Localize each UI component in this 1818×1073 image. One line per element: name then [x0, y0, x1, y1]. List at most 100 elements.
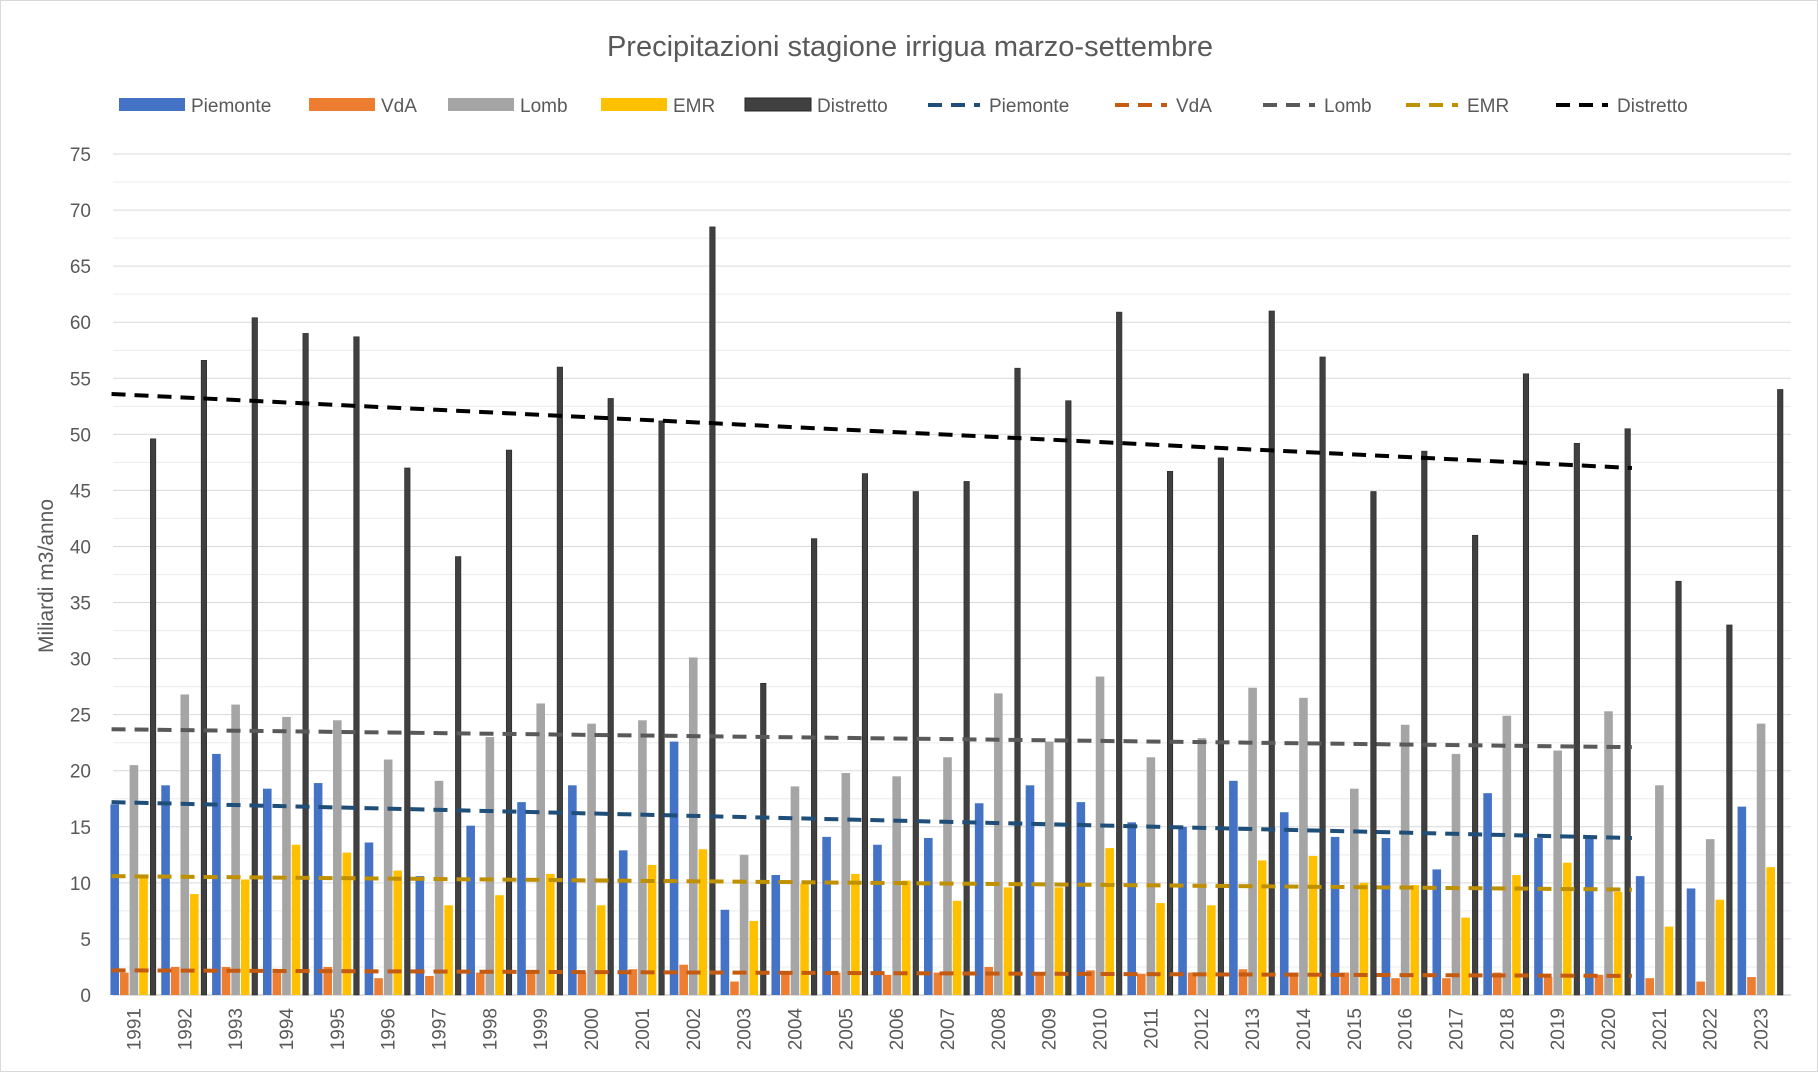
bar-emr-2018	[1512, 875, 1521, 995]
y-tick-label: 0	[80, 986, 91, 1007]
legend-label: VdA	[1176, 96, 1212, 117]
y-tick-label: 15	[70, 818, 91, 839]
bar-emr-1992	[190, 894, 199, 995]
bar-distretto-2002	[709, 226, 716, 996]
bar-distretto-1993	[251, 317, 258, 996]
x-tick-label: 2010	[1091, 1008, 1112, 1050]
bar-piemonte-2016	[1381, 838, 1391, 995]
bar-piemonte-1996	[364, 842, 374, 995]
bar-emr-2002	[698, 849, 708, 995]
bar-vda-1995	[323, 966, 333, 995]
bar-distretto-2016	[1421, 450, 1428, 996]
bar-piemonte-2018	[1483, 793, 1492, 995]
x-tick-label: 2016	[1396, 1008, 1417, 1050]
bar-distretto-2017	[1472, 534, 1479, 996]
bar-vda-1992	[170, 966, 180, 995]
bar-vda-2008	[984, 966, 994, 995]
bar-lomb-1998	[485, 737, 495, 995]
bar-vda-2003	[730, 981, 739, 995]
bar-emr-2015	[1359, 882, 1369, 995]
bar-emr-2009	[1054, 887, 1064, 995]
bar-emr-1993	[240, 879, 250, 995]
bar-emr-2014	[1308, 855, 1318, 995]
bar-lomb-1995	[333, 720, 342, 995]
y-tick-label: 10	[70, 874, 91, 895]
legend-label: Piemonte	[989, 96, 1069, 117]
y-tick-label: 55	[70, 369, 91, 390]
bar-vda-2007	[933, 972, 943, 995]
bar-lomb-2009	[1044, 741, 1054, 995]
bar-distretto-2018	[1522, 373, 1530, 996]
y-axis-title: Miliardi m3/anno	[35, 499, 58, 653]
bar-emr-2020	[1613, 891, 1623, 995]
bar-lomb-2005	[841, 772, 851, 995]
bar-piemonte-2021	[1635, 876, 1645, 995]
bar-piemonte-2004	[771, 875, 781, 995]
x-tick-label: 2000	[582, 1008, 603, 1050]
bar-distretto-2019	[1573, 443, 1580, 996]
legend-label: Piemonte	[191, 96, 271, 117]
bar-emr-1997	[444, 905, 453, 995]
bar-distretto-2012	[1217, 457, 1224, 996]
bar-distretto-2022	[1726, 624, 1733, 996]
x-tick-label: 2004	[785, 1008, 806, 1051]
bar-piemonte-2006	[873, 844, 882, 995]
x-tick-label: 2011	[1141, 1008, 1162, 1049]
bar-distretto-2009	[1065, 400, 1072, 996]
bar-vda-2000	[577, 972, 587, 995]
bar-piemonte-2007	[924, 838, 933, 995]
bar-distretto-1997	[455, 556, 462, 996]
bar-vda-2022	[1696, 981, 1705, 995]
bar-lomb-1994	[282, 716, 291, 995]
bar-emr-2008	[1003, 887, 1013, 995]
x-tick-label: 2006	[887, 1008, 908, 1050]
x-tick-label: 1997	[430, 1008, 451, 1050]
bar-vda-2019	[1543, 977, 1553, 995]
legend-label: Lomb	[520, 96, 568, 117]
bar-emr-1999	[546, 873, 555, 995]
bar-lomb-1997	[434, 780, 444, 995]
x-tick-label: 1999	[531, 1008, 552, 1050]
x-tick-label: 2015	[1345, 1008, 1366, 1050]
bar-vda-2021	[1645, 978, 1655, 995]
bar-piemonte-2002	[669, 741, 679, 995]
bar-distretto-1998	[505, 449, 513, 996]
bar-vda-2017	[1442, 978, 1451, 995]
y-tick-label: 40	[70, 537, 91, 558]
trend-line-piemonte	[111, 800, 1632, 841]
legend-label: EMR	[1467, 96, 1509, 117]
bar-lomb-1999	[536, 703, 546, 995]
bar-vda-2023	[1747, 977, 1756, 995]
bar-distretto-2013	[1268, 310, 1275, 996]
bar-lomb-2022	[1705, 839, 1715, 995]
bar-emr-2010	[1105, 848, 1114, 995]
bar-piemonte-2008	[974, 803, 984, 995]
bar-emr-1995	[342, 852, 352, 995]
chart-title: Precipitazioni stagione irrigua marzo-se…	[607, 31, 1213, 63]
bar-piemonte-2022	[1686, 888, 1696, 995]
bar-lomb-2010	[1095, 676, 1105, 995]
bar-lomb-2001	[638, 720, 647, 995]
y-tick-label: 75	[70, 145, 91, 166]
bar-lomb-2020	[1604, 711, 1613, 995]
y-tick-label: 20	[70, 762, 91, 783]
bar-vda-2020	[1594, 974, 1604, 995]
x-tick-label: 2007	[938, 1008, 959, 1050]
bar-distretto-2021	[1675, 580, 1682, 996]
x-tick-label: 2008	[989, 1008, 1010, 1050]
bar-lomb-2021	[1655, 785, 1664, 995]
bar-emr-2019	[1562, 862, 1572, 995]
x-tick-label: 2002	[684, 1008, 705, 1050]
bar-lomb-2002	[688, 657, 698, 995]
bar-lomb-2008	[994, 693, 1003, 995]
bar-piemonte-1992	[161, 785, 170, 995]
bar-emr-2005	[851, 873, 860, 995]
x-tick-label: 2020	[1599, 1008, 1620, 1050]
bar-distretto-2005	[861, 473, 869, 996]
bar-piemonte-2003	[720, 909, 730, 995]
bar-vda-1991	[120, 972, 129, 995]
bar-lomb-2007	[943, 757, 952, 995]
bar-emr-2016	[1410, 885, 1420, 995]
